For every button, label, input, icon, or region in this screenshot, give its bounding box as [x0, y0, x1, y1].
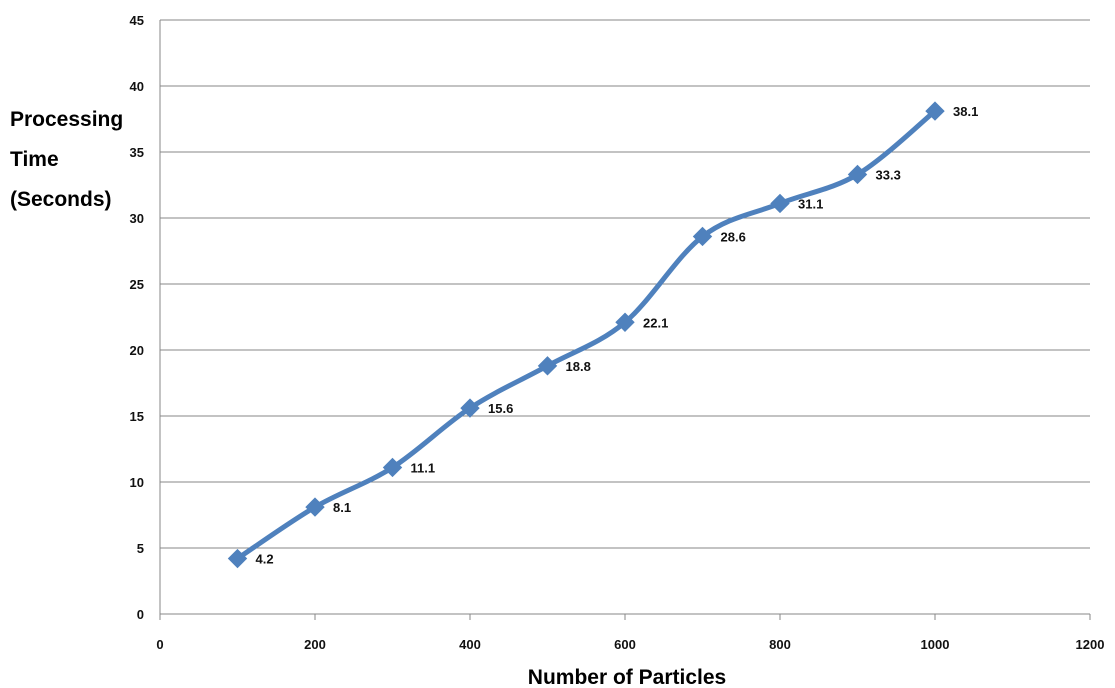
data-label: 18.8 [566, 359, 591, 374]
data-label: 22.1 [643, 315, 668, 330]
y-tick-label: 40 [130, 79, 144, 94]
y-tick-labels: 0 5 10 15 20 25 30 35 40 45 [130, 13, 144, 622]
x-tick-label: 0 [156, 637, 163, 652]
y-axis-title: Processing Time (Seconds) [10, 108, 129, 211]
x-tick-label: 200 [304, 637, 326, 652]
data-label: 15.6 [488, 401, 513, 416]
data-label: 31.1 [798, 196, 823, 211]
data-point-marker [692, 226, 713, 247]
x-axis-title: Number of Particles [528, 666, 726, 688]
y-tick-label: 30 [130, 211, 144, 226]
series-line [235, 108, 938, 562]
data-point-marker [847, 164, 868, 185]
data-point-marker [925, 101, 945, 121]
data-point-marker [460, 398, 480, 418]
x-tick-label: 1200 [1076, 637, 1105, 652]
data-label: 33.3 [876, 167, 901, 182]
data-point-marker [615, 312, 635, 332]
y-tick-label: 5 [137, 541, 144, 556]
data-point-marker [770, 193, 790, 214]
data-label: 8.1 [333, 500, 351, 515]
x-tick-label: 800 [769, 637, 791, 652]
y-axis-title-line-1: Processing [10, 108, 123, 131]
gridlines [160, 19, 1090, 549]
data-point-marker [382, 457, 403, 478]
data-label: 4.2 [256, 552, 274, 567]
data-label: 28.6 [721, 229, 746, 244]
y-tick-label: 45 [130, 13, 144, 28]
data-point-marker [537, 356, 558, 376]
y-axis-title-line-3: (Seconds) [10, 188, 112, 211]
y-tick-label: 25 [130, 277, 144, 292]
x-tick-label: 400 [459, 637, 481, 652]
y-tick-label: 10 [130, 475, 144, 490]
y-axis-title-line-2: Time [10, 148, 59, 171]
data-point-marker [227, 548, 248, 569]
y-tick-label: 20 [130, 343, 144, 358]
y-tick-label: 35 [130, 145, 144, 160]
data-label: 11.1 [411, 460, 436, 475]
x-tick-label: 1000 [921, 637, 950, 652]
data-label: 38.1 [953, 104, 978, 119]
y-tick-label: 15 [130, 409, 144, 424]
series-group [227, 101, 945, 569]
axes [159, 20, 1091, 620]
x-tick-label: 600 [614, 637, 636, 652]
x-tick-labels: 0 200 400 600 800 1000 1200 [156, 637, 1104, 652]
y-tick-label: 0 [137, 607, 144, 622]
data-point-marker [305, 497, 325, 517]
data-labels: 4.2 8.1 11.1 15.6 18.8 22.1 28.6 31.1 33.3 38.1 [256, 104, 979, 566]
